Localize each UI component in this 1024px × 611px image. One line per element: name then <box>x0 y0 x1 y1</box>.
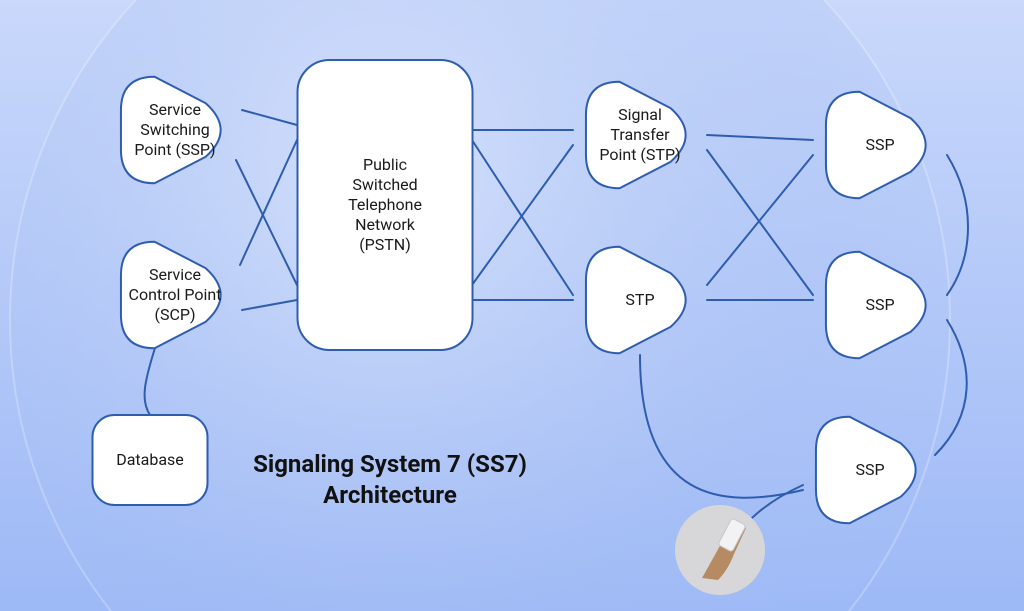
phone-image <box>675 505 765 595</box>
diagram-canvas: ServiceSwitchingPoint (SSP)ServiceContro… <box>0 0 1024 611</box>
diagram-title: Signaling System 7 (SS7)Architecture <box>253 449 527 511</box>
svg-layer <box>0 0 1024 611</box>
node-database <box>93 415 208 505</box>
node-pstn <box>298 60 473 350</box>
